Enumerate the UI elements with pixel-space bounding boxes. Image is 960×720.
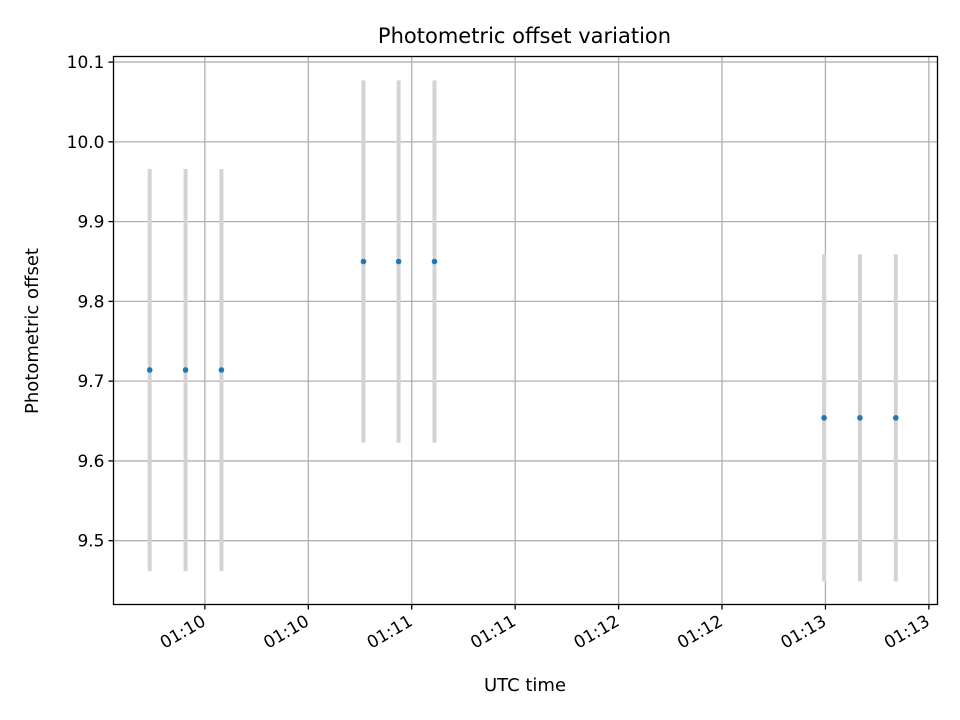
- data-point: [146, 367, 153, 373]
- y-tick-label: 10.0: [67, 133, 105, 153]
- y-tick-label: 9.9: [77, 213, 104, 233]
- plot-area: [113, 56, 938, 605]
- data-point: [857, 415, 863, 421]
- y-axis-ticks: 9.5 9.6 9.7 9.8 9.9 10.0 10.1: [67, 53, 114, 552]
- plot-frame: [112, 55, 939, 606]
- x-tick-label: 01:12: [571, 612, 623, 654]
- x-tick-label: 01:13: [881, 612, 933, 654]
- x-tick-label: 01:12: [674, 612, 726, 654]
- x-tick-label: 01:10: [260, 612, 312, 654]
- chart-title: Photometric offset variation: [378, 24, 671, 48]
- x-tick-label: 01:11: [467, 612, 519, 654]
- data-point: [821, 415, 827, 421]
- data-point: [182, 367, 189, 373]
- y-axis-title: Photometric offset: [22, 248, 43, 414]
- data-point: [395, 258, 402, 265]
- x-tick-label: 01:11: [364, 612, 416, 654]
- data-point: [892, 415, 899, 421]
- data-points: [146, 258, 899, 421]
- y-tick-label: 9.6: [77, 452, 104, 472]
- y-tick-label: 9.7: [77, 372, 104, 392]
- y-tick-label: 10.1: [67, 53, 105, 73]
- x-axis-ticks: 01:10 01:10 01:11 01:11 01:12 01:12 01:13 01:13: [157, 604, 933, 654]
- y-tick-label: 9.8: [77, 292, 104, 312]
- x-tick-label: 01:13: [778, 612, 830, 654]
- x-tick-label: 01:10: [157, 612, 209, 654]
- data-point: [431, 258, 438, 265]
- data-point: [360, 258, 367, 265]
- y-tick-label: 9.5: [77, 532, 104, 552]
- x-axis-title: UTC time: [484, 675, 566, 696]
- data-point: [218, 367, 225, 373]
